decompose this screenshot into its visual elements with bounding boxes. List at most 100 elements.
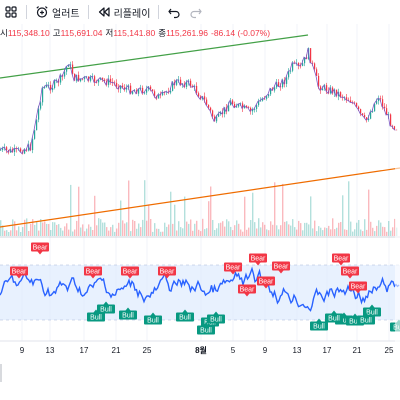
volume-bar	[22, 227, 24, 236]
alert-button[interactable]: 얼러트	[31, 0, 84, 24]
candle-body	[90, 76, 92, 81]
volume-bar	[198, 229, 200, 236]
toolbar-divider	[87, 5, 89, 19]
layout-button[interactable]	[0, 0, 22, 24]
candle-body	[368, 118, 370, 121]
volume-bar	[232, 230, 234, 236]
bull-label: Bull	[176, 309, 194, 322]
volume-bar	[336, 227, 338, 236]
candle-body	[364, 115, 366, 118]
redo-button[interactable]	[185, 0, 207, 24]
volume-bar	[4, 230, 6, 236]
volume-bar	[360, 229, 362, 236]
upper-trendline[interactable]	[0, 34, 309, 79]
top-toolbar: 얼러트 리플레이	[0, 0, 400, 24]
candle-body	[224, 107, 226, 115]
volume-bar	[120, 200, 122, 236]
candle-body	[372, 111, 374, 113]
bull-label: Bull	[144, 312, 162, 325]
bottom-corner-mark	[0, 364, 2, 382]
volume-bar	[264, 224, 266, 236]
volume-bar	[262, 222, 264, 236]
volume-bar	[126, 222, 128, 236]
bull-label-text: Bull	[349, 319, 361, 326]
volume-bar	[166, 226, 168, 236]
volume-bar	[48, 224, 50, 236]
candle-body	[94, 76, 96, 83]
volume-bar	[276, 225, 278, 236]
volume-bar	[36, 221, 38, 236]
bull-label-box	[357, 315, 375, 325]
alarm-clock-plus-icon	[36, 6, 48, 18]
volume-bar	[84, 231, 86, 236]
volume-bar	[358, 220, 360, 236]
candle-body	[162, 92, 164, 96]
redo-arrow-icon	[190, 8, 203, 19]
bull-label-box	[325, 313, 343, 323]
time-axis-label: 13	[46, 346, 55, 355]
candle-body	[176, 80, 178, 85]
volume-bar	[202, 218, 204, 236]
volume-bar	[82, 224, 84, 236]
bull-label-pointer	[352, 313, 358, 317]
bear-label: Bear	[158, 266, 176, 279]
bull-label-text: Bull	[90, 315, 102, 322]
candle-body	[104, 79, 106, 81]
volume-bar	[274, 182, 276, 236]
candle-body	[208, 104, 210, 108]
price-chart[interactable]: Bear Bear Bear Bear Bear Bear Bear Bear Bear Bear…	[0, 0, 400, 356]
candle-body	[196, 85, 198, 94]
bull-label-text: Bull	[122, 313, 134, 320]
candle-body	[242, 103, 244, 109]
candle-body	[268, 94, 270, 97]
candle-body	[108, 78, 110, 85]
volume-bar	[80, 227, 82, 236]
bull-label: Bull	[363, 304, 381, 317]
volume-bar	[6, 230, 8, 236]
grid-layout-icon	[5, 6, 17, 18]
candle-body	[322, 88, 324, 91]
bear-label-pointer	[278, 270, 284, 274]
volume-bar	[10, 230, 12, 236]
candle-body	[212, 110, 214, 117]
candle-body	[14, 148, 16, 153]
volume-bar	[362, 231, 364, 236]
candle-body	[2, 148, 4, 150]
volume-bar	[108, 230, 110, 236]
volume-bar	[76, 220, 78, 236]
bull-label-pointer	[213, 311, 219, 315]
lower-trendline[interactable]	[0, 167, 400, 228]
undo-button[interactable]	[163, 0, 185, 24]
candle-body	[0, 149, 2, 151]
candle-body	[312, 62, 314, 64]
volume-bar	[40, 219, 42, 236]
volume-bar	[62, 230, 64, 236]
replay-button[interactable]: 리플레이	[93, 0, 155, 24]
high-value: 115,691.04	[60, 28, 103, 38]
candle-body	[72, 64, 74, 74]
volume-bar	[340, 222, 342, 236]
volume-bar	[220, 222, 222, 236]
bear-label-box	[121, 266, 139, 276]
time-axis-label: 9	[263, 346, 268, 355]
change-value: -86.14 (-0.07%)	[211, 28, 271, 38]
volume-bar	[382, 226, 384, 236]
time-axis[interactable]: 9 13 17 21 25 8월 5 9 13 17 21 25	[20, 345, 394, 355]
volume-bar	[192, 230, 194, 236]
bear-label-pointer	[338, 262, 344, 266]
bull-label: Bull	[97, 301, 115, 314]
volume-bar	[286, 221, 288, 236]
volume-bar	[304, 222, 306, 236]
bear-label-box	[332, 253, 350, 263]
candle-body	[230, 100, 232, 106]
volume-bar	[92, 230, 94, 236]
volume-bar	[388, 221, 390, 236]
candle-body	[348, 99, 350, 101]
bull-label-text: Bull	[210, 317, 222, 324]
volume-bar	[334, 229, 336, 236]
candle-body	[298, 63, 300, 66]
volume-bar	[132, 219, 134, 236]
volume-bar	[330, 229, 332, 236]
volume-bar	[74, 229, 76, 236]
volume-bar	[110, 227, 112, 236]
